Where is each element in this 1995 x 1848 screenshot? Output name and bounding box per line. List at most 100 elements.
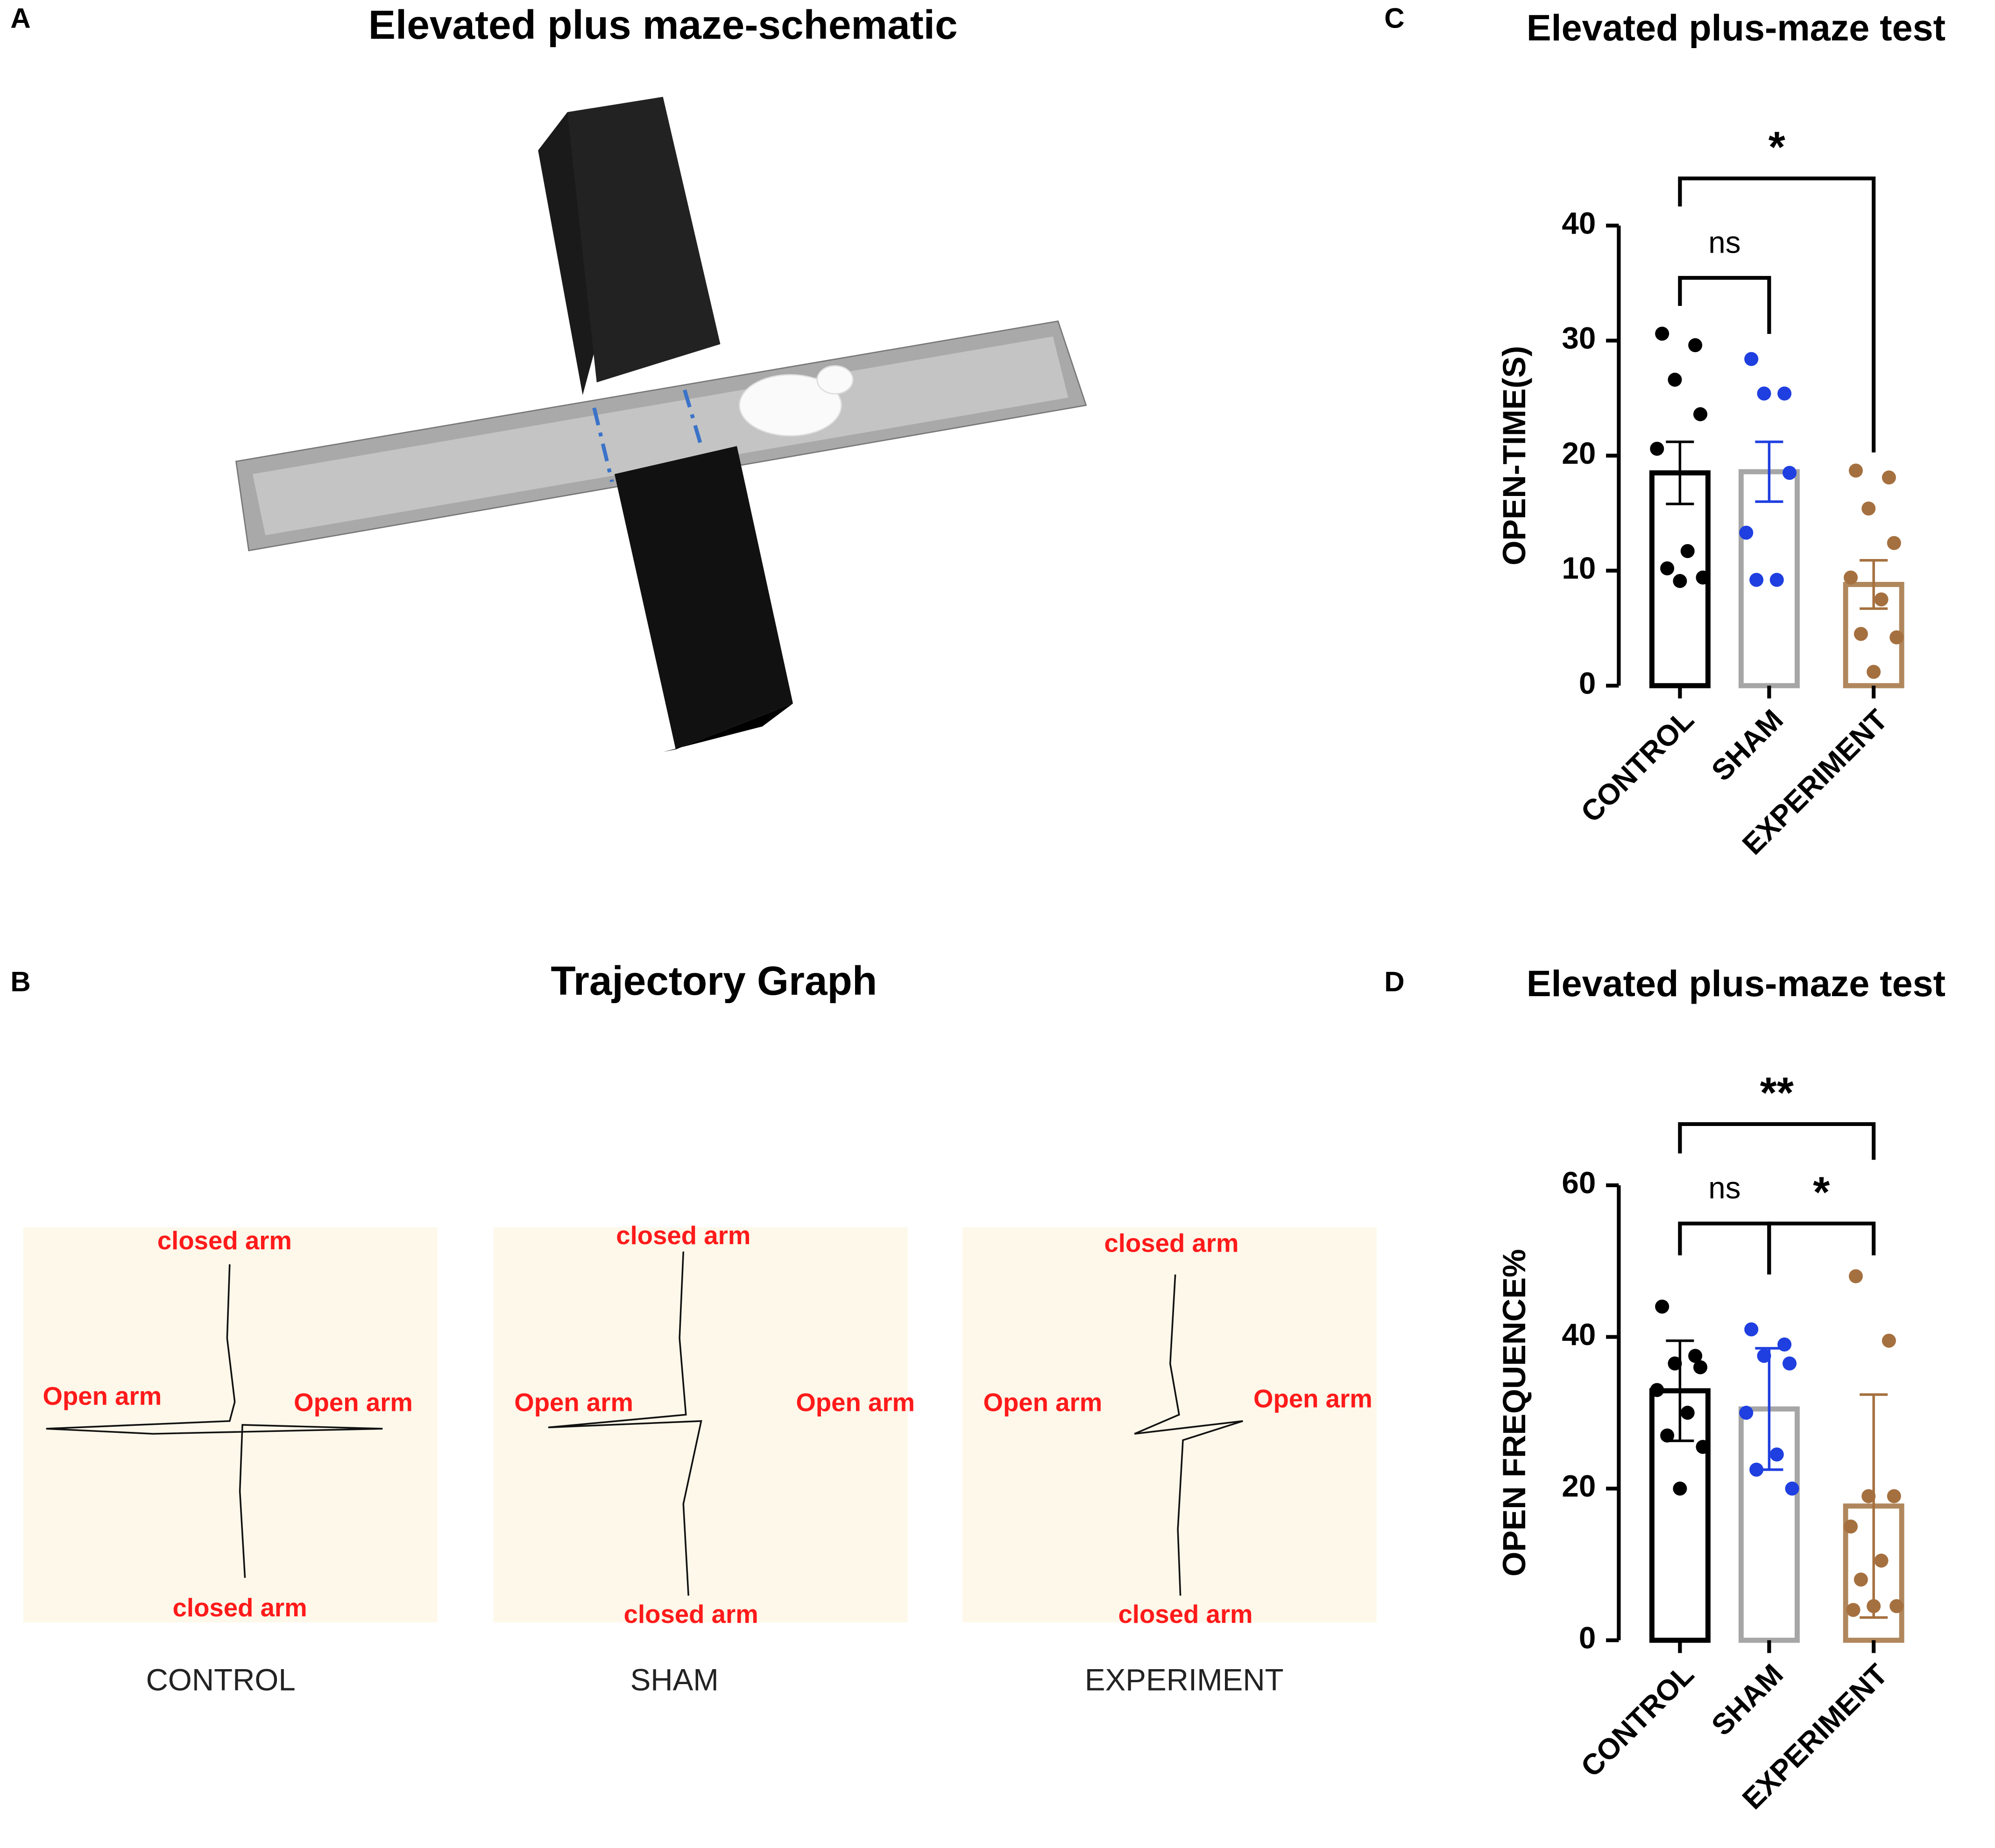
- data-point: [1744, 1322, 1759, 1337]
- panel-letter: D: [1384, 966, 1404, 998]
- arm-label: closed arm: [157, 1226, 292, 1255]
- y-tick-label: 20: [1562, 436, 1596, 470]
- data-point: [1673, 574, 1687, 588]
- y-tick-label: 10: [1562, 551, 1596, 585]
- data-point: [1848, 463, 1863, 478]
- significance-bracket: [1678, 276, 1771, 334]
- significance-label: **: [1760, 1068, 1794, 1117]
- significance-label: *: [1813, 1168, 1830, 1216]
- data-point: [1650, 441, 1664, 456]
- data-point: [1660, 561, 1675, 575]
- y-tick-label: 40: [1562, 206, 1596, 240]
- chart-title: Elevated plus-maze test: [1527, 963, 1945, 1004]
- data-point: [1844, 570, 1858, 585]
- data-point: [1660, 1428, 1675, 1443]
- data-point: [1650, 1383, 1664, 1397]
- y-tick-label: 0: [1579, 1621, 1596, 1655]
- y-tick-label: 40: [1562, 1317, 1596, 1352]
- data-point: [1854, 1572, 1868, 1587]
- arm-label: Open arm: [514, 1388, 633, 1417]
- group-label: CONTROL: [146, 1663, 296, 1697]
- data-point: [1783, 466, 1797, 480]
- group-label: EXPERIMENT: [1085, 1663, 1284, 1697]
- arm-label: closed arm: [1104, 1229, 1238, 1258]
- data-point: [1696, 1440, 1710, 1454]
- panel-title: Trajectory Graph: [551, 958, 877, 1004]
- data-point: [1668, 1356, 1682, 1371]
- trajectory-panel: closed arm closed arm Open arm Open arm …: [23, 1226, 438, 1697]
- data-point: [1848, 1269, 1863, 1283]
- data-point: [1889, 630, 1904, 644]
- trajectory-panel: closed arm closed arm Open arm Open arm …: [962, 1227, 1377, 1697]
- data-point: [1739, 1406, 1754, 1420]
- y-tick-label: 0: [1579, 666, 1596, 700]
- group-label: SHAM: [630, 1663, 719, 1697]
- data-point: [1757, 1349, 1771, 1363]
- significance-label: ns: [1708, 225, 1740, 259]
- arm-label: Open arm: [1253, 1385, 1372, 1413]
- data-point: [1739, 525, 1754, 540]
- data-point: [1846, 1603, 1861, 1617]
- data-point: [1874, 592, 1889, 607]
- significance-bracket: [1678, 1122, 1876, 1160]
- data-point: [1688, 338, 1703, 353]
- significance-bracket: [1678, 176, 1876, 453]
- arm-label: Open arm: [294, 1388, 413, 1417]
- data-point: [1783, 1356, 1797, 1371]
- x-tick-label: CONTROL: [1575, 703, 1700, 829]
- panel-letter: C: [1384, 3, 1404, 34]
- data-point: [1887, 536, 1901, 550]
- arm-label: Open arm: [43, 1382, 162, 1410]
- data-point: [1757, 386, 1771, 401]
- data-point: [1882, 1333, 1896, 1348]
- arm-label: Open arm: [796, 1388, 915, 1417]
- data-point: [1655, 326, 1670, 341]
- data-point: [1785, 1481, 1799, 1496]
- arm-label: closed arm: [624, 1600, 758, 1629]
- data-point: [1882, 470, 1896, 485]
- data-point: [1693, 1360, 1708, 1374]
- data-point: [1688, 1349, 1703, 1363]
- data-point: [1744, 352, 1759, 366]
- y-axis-title: OPEN FREQUENCE%: [1497, 1249, 1532, 1576]
- data-point: [1693, 407, 1708, 421]
- chart-title: Elevated plus-maze test: [1527, 7, 1945, 48]
- significance-label: ns: [1708, 1171, 1740, 1205]
- data-point: [1769, 1447, 1784, 1462]
- data-point: [1861, 501, 1876, 516]
- panel-title: Elevated plus maze-schematic: [368, 2, 958, 48]
- data-point: [1889, 1599, 1904, 1614]
- significance-bracket: [1678, 1221, 1771, 1274]
- y-axis-title: OPEN-TIME(S): [1497, 346, 1532, 566]
- data-point: [1844, 1519, 1858, 1534]
- data-point: [1861, 1489, 1876, 1503]
- panel-letter: A: [10, 3, 30, 34]
- data-point: [1769, 573, 1784, 587]
- data-point: [1680, 1406, 1695, 1420]
- y-tick-label: 30: [1562, 321, 1596, 355]
- x-tick-label: SHAM: [1705, 1658, 1790, 1742]
- y-tick-label: 20: [1562, 1469, 1596, 1503]
- data-point: [1749, 573, 1764, 587]
- data-point: [1673, 1481, 1687, 1496]
- x-tick-label: CONTROL: [1575, 1658, 1700, 1784]
- data-point: [1874, 1553, 1889, 1568]
- data-point: [1867, 665, 1881, 679]
- data-point: [1655, 1299, 1670, 1314]
- data-point: [1777, 386, 1792, 401]
- data-point: [1680, 544, 1695, 559]
- arm-label: closed arm: [173, 1593, 307, 1622]
- data-point: [1668, 373, 1682, 387]
- arm-label: closed arm: [616, 1221, 750, 1250]
- y-tick-label: 60: [1562, 1166, 1596, 1200]
- arm-label: closed arm: [1118, 1600, 1252, 1629]
- data-point: [1854, 627, 1868, 641]
- significance-bracket: [1767, 1221, 1876, 1274]
- charts: C Elevated plus-maze test OPEN-TIME(S) 0 10 2…: [1384, 3, 1945, 1816]
- arm-label: Open arm: [983, 1388, 1103, 1417]
- panel-letter: B: [10, 966, 30, 998]
- significance-label: *: [1769, 123, 1786, 171]
- x-tick-label: SHAM: [1705, 703, 1790, 787]
